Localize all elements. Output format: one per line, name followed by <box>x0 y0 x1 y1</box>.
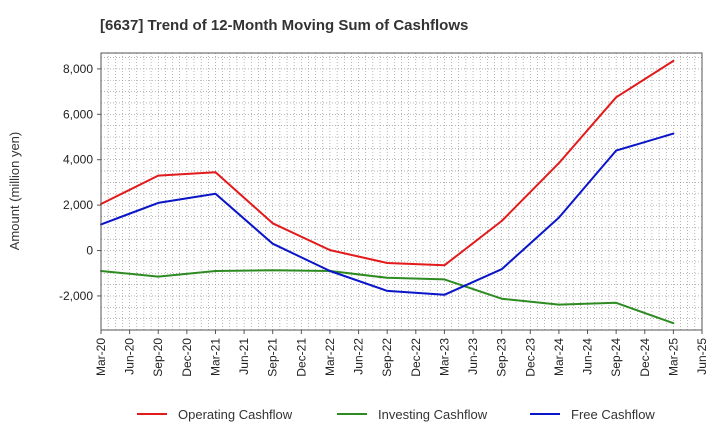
legend: Operating Cashflow Investing Cashflow Free… <box>137 407 655 422</box>
y-tick-label: 2,000 <box>63 198 93 212</box>
x-tick-label: Dec-21 <box>294 338 308 377</box>
series-line <box>100 59 675 267</box>
x-tick-label: Sep-23 <box>495 338 509 377</box>
x-tick-label: Jun-22 <box>352 338 366 375</box>
x-tick-label: Sep-24 <box>609 338 623 377</box>
x-tick-label: Dec-20 <box>180 338 194 377</box>
x-tick-label: Dec-24 <box>638 338 652 377</box>
x-tick-label: Mar-23 <box>437 338 451 376</box>
y-axis-label: Amount (million yen) <box>7 132 22 251</box>
series-line <box>100 269 675 325</box>
x-tick-label: Sep-20 <box>151 338 165 377</box>
x-axis-ticks: Mar-20 Jun-20 Sep-20 Dec-20 Mar-21 Jun-21 Sep-… <box>94 330 709 377</box>
x-tick-label: Sep-22 <box>380 338 394 377</box>
legend-label: Investing Cashflow <box>378 407 488 422</box>
x-tick-label: Mar-25 <box>666 338 680 376</box>
legend-label: Operating Cashflow <box>178 407 293 422</box>
chart-title: [6637] Trend of 12-Month Moving Sum of C… <box>100 17 468 34</box>
series-lines <box>100 59 675 325</box>
y-tick-label: 8,000 <box>63 62 93 76</box>
y-tick-label: 6,000 <box>63 107 93 121</box>
x-tick-label: Jun-25 <box>695 338 709 375</box>
grid <box>100 53 703 331</box>
y-tick-label: -2,000 <box>59 289 93 303</box>
y-tick-label: 4,000 <box>63 153 93 167</box>
series-line <box>100 132 675 296</box>
y-axis-ticks: -2,000 0 2,000 4,000 6,000 8,000 <box>59 62 101 303</box>
x-tick-label: Dec-22 <box>409 338 423 377</box>
x-tick-label: Mar-20 <box>94 338 108 376</box>
plot-frame <box>100 52 703 331</box>
x-tick-label: Jun-23 <box>466 338 480 375</box>
x-tick-label: Dec-23 <box>523 338 537 377</box>
x-tick-label: Mar-21 <box>208 338 222 376</box>
legend-label: Free Cashflow <box>571 407 655 422</box>
x-tick-label: Sep-21 <box>266 338 280 377</box>
x-tick-label: Jun-24 <box>581 338 595 375</box>
x-tick-label: Jun-21 <box>237 338 251 375</box>
x-tick-label: Jun-20 <box>123 338 137 375</box>
y-tick-label: 0 <box>86 244 93 258</box>
x-tick-label: Mar-24 <box>552 338 566 376</box>
x-tick-label: Mar-22 <box>323 338 337 376</box>
